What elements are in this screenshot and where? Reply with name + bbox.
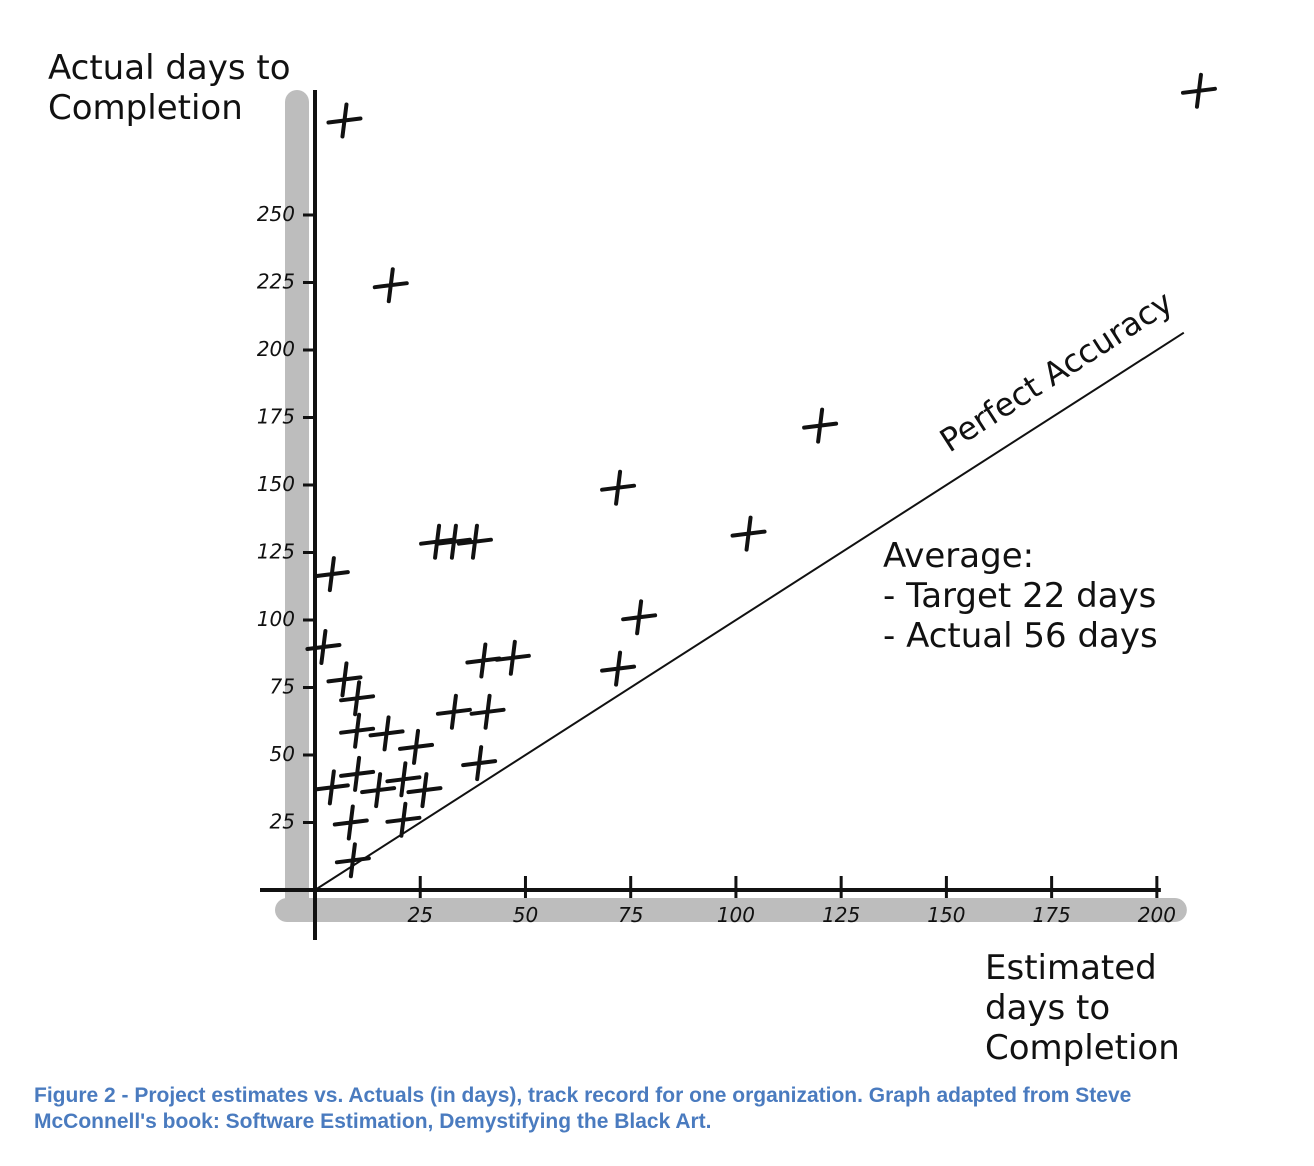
- axis-shadow: [275, 898, 1187, 922]
- point: [600, 469, 637, 506]
- x-tick-label: 25: [408, 903, 433, 927]
- point: [385, 801, 422, 838]
- point: [339, 712, 376, 749]
- point: [802, 407, 839, 444]
- x-tick-label: 125: [822, 903, 860, 927]
- point: [461, 745, 498, 782]
- point: [372, 267, 409, 304]
- y-tick-label: 250: [257, 202, 295, 226]
- x-tick-label: 175: [1033, 903, 1071, 927]
- point: [313, 556, 350, 593]
- annotation: - Actual 56 days: [883, 616, 1158, 656]
- annotation: - Target 22 days: [883, 576, 1157, 616]
- point: [305, 629, 342, 665]
- point: [339, 680, 376, 717]
- x-tick-label: 200: [1138, 903, 1176, 927]
- point: [419, 523, 456, 560]
- annotation: Average:: [883, 536, 1035, 576]
- point: [368, 715, 405, 752]
- point: [398, 728, 435, 765]
- y-tick-label: 50: [270, 742, 295, 766]
- point: [621, 599, 658, 636]
- annotation: Perfect Accuracy: [933, 283, 1179, 460]
- point: [469, 693, 506, 730]
- y-tick-label: 225: [257, 270, 295, 294]
- y-axis-title: Actual days to Completion: [48, 48, 291, 128]
- point: [360, 772, 397, 809]
- point: [456, 523, 493, 560]
- point: [385, 761, 422, 798]
- point: [730, 515, 767, 552]
- perfect-accuracy-line: [314, 331, 1185, 891]
- point: [1180, 72, 1217, 109]
- x-tick-label: 150: [927, 903, 965, 927]
- y-tick-label: 25: [270, 810, 295, 834]
- point: [465, 642, 502, 679]
- x-tick-label: 100: [717, 903, 755, 927]
- caption: Figure 2 - Project estimates vs. Actuals…: [34, 1084, 1132, 1133]
- point: [435, 523, 472, 560]
- axis-shadow: [285, 90, 309, 910]
- y-tick-label: 175: [257, 405, 295, 429]
- x-tick-label: 50: [513, 903, 538, 927]
- x-tick-label: 75: [618, 903, 643, 927]
- point: [600, 650, 637, 687]
- y-tick-label: 75: [270, 675, 295, 699]
- point: [406, 772, 443, 809]
- point: [494, 639, 531, 676]
- point: [313, 769, 350, 806]
- x-axis-title: Estimated days to Completion: [985, 948, 1180, 1068]
- point: [334, 842, 371, 879]
- point: [339, 755, 376, 792]
- point: [332, 804, 369, 841]
- point: [326, 661, 363, 698]
- point: [326, 102, 363, 139]
- y-tick-label: 100: [257, 607, 295, 631]
- point: [435, 693, 472, 730]
- y-tick-label: 150: [257, 472, 295, 496]
- y-tick-label: 200: [257, 337, 295, 361]
- y-tick-label: 125: [257, 540, 295, 564]
